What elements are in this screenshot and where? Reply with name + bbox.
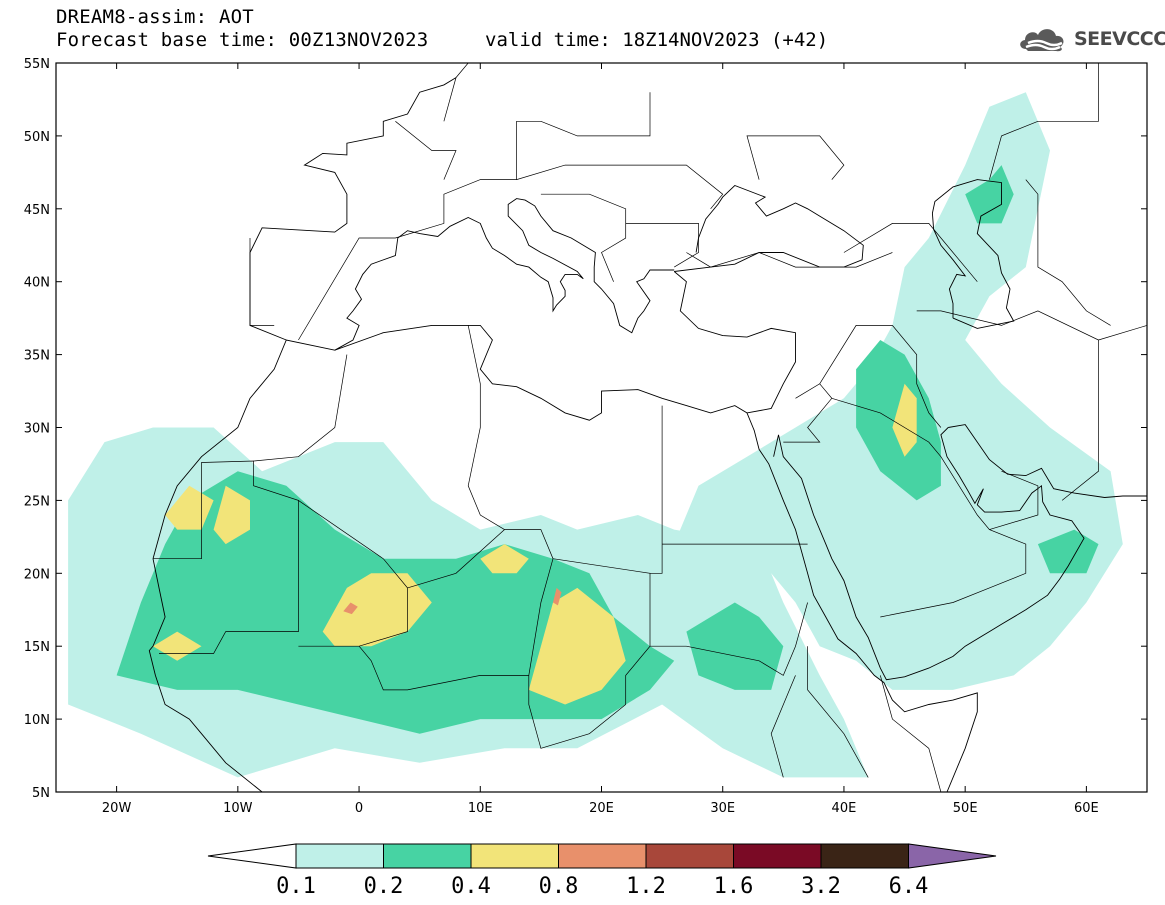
country-border [686,252,893,268]
aot-region-0.4-0.8 [322,573,432,647]
lat-label: 30N [24,422,50,437]
colorbar-low-arrow [207,843,297,869]
lat-label: 45N [24,203,50,218]
lat-label: 25N [24,494,50,509]
country-border [892,325,942,428]
lon-label: 60E [1074,801,1099,816]
lat-label: 40N [24,276,50,291]
lat-label: 20N [24,567,50,582]
country-border [253,354,348,462]
country-border [746,135,845,180]
colorbar-swatch [558,843,647,869]
lat-label: 15N [24,640,50,655]
lon-label: 30E [710,801,735,816]
lon-label: 10E [468,801,493,816]
lon-label: 10W [223,801,253,816]
colorbar-label: 0.2 [364,874,404,899]
country-border [1025,179,1111,326]
country-border [528,558,651,749]
lat-label: 5N [32,786,50,801]
aot-region-0.2-0.4 [686,602,784,690]
country-border [298,164,724,341]
country-border [783,383,833,443]
country-border [650,544,663,574]
colorbar-swatch [383,843,472,869]
map-axes: 55N 50N 45N 40N 35N 30N 25N 20N 15N 10N 5N 20W 10W 0 1… [24,57,1147,816]
colorbar-label: 6.4 [889,874,929,899]
country-border [395,121,457,180]
aot-region-0.8-1.2 [343,602,358,615]
country-border [770,675,796,778]
country-border [625,223,699,268]
lon-label: 40E [832,801,857,816]
lat-label: 10N [24,713,50,728]
colorbar-swatch [733,843,822,869]
valid-time: valid time: 18Z14NOV2023 (+42) [485,29,829,51]
aot-field [68,92,1123,778]
colorbar-swatch [820,843,909,869]
coastline [948,424,1147,498]
coastline [334,198,675,351]
coastline [773,427,1085,681]
aot-region-0.4-0.8 [480,544,529,574]
country-border [443,63,469,122]
country-border [807,646,869,778]
country-border [153,460,299,654]
lon-label: 0 [355,801,363,816]
colorbar-swatch [645,843,734,869]
lon-label: 20W [102,801,132,816]
country-border [989,470,1039,530]
lat-label: 55N [24,57,50,72]
country-border [879,675,942,792]
coastline [674,184,864,272]
country-border [650,602,808,676]
country-border [989,63,1099,180]
coastline [148,558,263,792]
aot-region-0.4-0.8 [213,485,250,545]
map-lines [148,63,1147,792]
colorbar-label: 0.1 [276,874,316,899]
lon-label: 50E [953,801,978,816]
colorbar-label: 1.6 [714,874,754,899]
colorbar-label: 1.2 [626,874,666,899]
country-border [1098,325,1147,341]
coastline [152,271,796,559]
colorbar-label: 3.2 [801,874,841,899]
aot-region-0.2-0.4 [1037,529,1099,574]
aot-region-0.8-1.2 [553,587,562,606]
country-border [916,310,1099,501]
colorbar-label: 0.4 [451,874,491,899]
country-border [843,223,978,282]
coastline [931,179,1015,329]
colorbar-swatch [295,843,384,869]
logo-text: SEEVCCC [1074,28,1165,50]
seevccc-logo: SEEVCCC [1016,22,1165,56]
colorbar-label: 0.8 [539,874,579,899]
coastline [249,77,457,341]
lon-label: 20E [589,801,614,816]
lat-label: 50N [24,130,50,145]
colorbar-high-arrow [908,843,997,869]
aot-region-0.4-0.8 [892,383,917,457]
map-title: DREAM8-assim: AOT [56,6,254,28]
coastline [746,412,978,792]
forecast-base-time: Forecast base time: 00Z13NOV2023 [56,29,429,51]
country-border [516,92,651,180]
country-border [249,238,275,326]
country-border [540,193,627,282]
colorbar: 0.1 0.2 0.4 0.8 1.2 1.6 3.2 6.4 [207,843,997,899]
country-border [467,325,505,530]
aot-region-0.2-0.4 [965,165,1014,224]
country-border [298,500,408,647]
colorbar-swatch [470,843,559,869]
lat-label: 35N [24,349,50,364]
cloud-icon [1020,29,1064,52]
country-border [795,325,893,399]
aot-region-0.4-0.8 [528,587,626,705]
